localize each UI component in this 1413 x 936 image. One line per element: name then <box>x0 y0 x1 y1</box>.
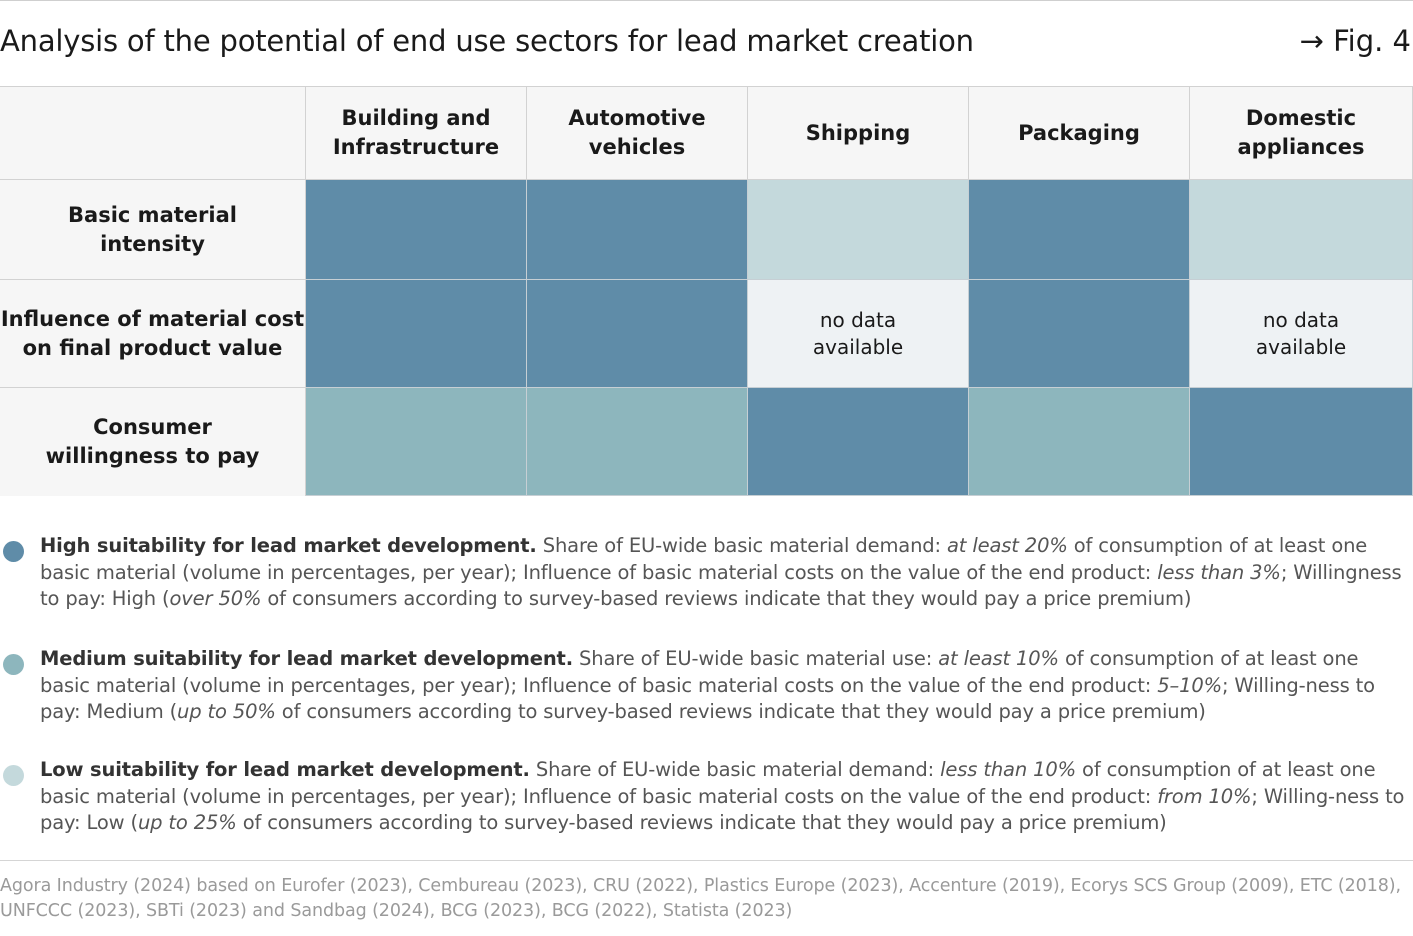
suitability-cell-high <box>527 280 748 388</box>
legend-description: High suitability for lead market develop… <box>40 534 1402 610</box>
suitability-cell-no-data: no data available <box>748 280 969 388</box>
row-separator <box>0 387 306 388</box>
figure-title: Analysis of the potential of end use sec… <box>0 24 974 58</box>
suitability-cell-low <box>1190 180 1413 280</box>
legend-swatch-medium <box>3 654 24 675</box>
row-header: Basic material intensity <box>0 180 306 280</box>
suitability-cell-high <box>527 180 748 280</box>
suitability-cell-no-data: no data available <box>1190 280 1413 388</box>
bottom-rule <box>0 860 1413 861</box>
suitability-table: Building and Infrastructure Automotive vehi… <box>0 86 1413 496</box>
row-separator <box>0 279 306 280</box>
suitability-cell-medium <box>969 388 1190 496</box>
suitability-cell-high <box>306 180 527 280</box>
suitability-cell-high <box>1190 388 1413 496</box>
row-header: Influence of material cost on final produ… <box>0 280 306 388</box>
suitability-cell-high <box>969 180 1190 280</box>
table-corner <box>0 86 306 180</box>
legend-swatch-low <box>3 765 24 786</box>
table-top-rule <box>0 86 1413 87</box>
suitability-cell-high <box>969 280 1190 388</box>
header-separator <box>0 179 1413 180</box>
legend-heading: Low suitability for lead market developm… <box>40 758 530 781</box>
column-header: Automotive vehicles <box>527 86 748 180</box>
legend-swatch-high <box>3 541 24 562</box>
legend-heading: High suitability for lead market develop… <box>40 534 537 557</box>
source-note: Agora Industry (2024) based on Eurofer (… <box>0 876 1401 921</box>
figure-reference: → Fig. 4 <box>1299 24 1411 58</box>
suitability-cell-low <box>748 180 969 280</box>
row-header: Consumer willingness to pay <box>0 388 306 496</box>
legend-description: Low suitability for lead market developm… <box>40 758 1405 834</box>
column-header: Shipping <box>748 86 969 180</box>
suitability-cell-medium <box>527 388 748 496</box>
column-header: Packaging <box>969 86 1190 180</box>
legend-description: Medium suitability for lead market devel… <box>40 647 1375 723</box>
suitability-cell-medium <box>306 388 527 496</box>
suitability-cell-high <box>748 388 969 496</box>
suitability-cell-high <box>306 280 527 388</box>
legend-heading: Medium suitability for lead market devel… <box>40 647 573 670</box>
top-rule <box>0 0 1413 1</box>
column-header: Domestic appliances <box>1190 86 1413 180</box>
title-row: Analysis of the potential of end use sec… <box>0 24 1413 64</box>
column-header: Building and Infrastructure <box>306 86 527 180</box>
